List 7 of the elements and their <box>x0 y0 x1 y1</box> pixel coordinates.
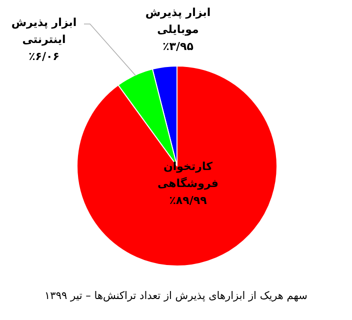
data-label: ٪۸۹/۹۹ <box>168 193 208 209</box>
text: سهم هریک از ابزارهای پذیرش از تعداد تراکنش‌ها – تیر ۱۳۹۹ <box>44 290 308 302</box>
data-label: ٪۳/۹۵ <box>162 39 194 55</box>
slice-label: ابزار پذیرش اینترنتی <box>10 15 78 48</box>
slice-label: کارتخوان فروشگاهی <box>156 159 220 192</box>
data-label: ٪۶/۰۶ <box>28 49 60 65</box>
slice-label: ابزار پذیرش موبایلی <box>144 5 212 38</box>
